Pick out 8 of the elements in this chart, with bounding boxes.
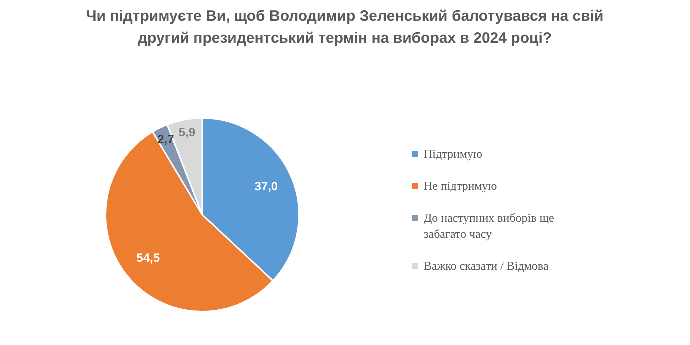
legend-label: До наступних виборів ще забагато часу bbox=[424, 210, 556, 242]
legend-label: Не підтримую bbox=[424, 178, 498, 194]
legend-label: Підтримую bbox=[424, 146, 482, 162]
data-label: 5,9 bbox=[178, 126, 196, 140]
chart-title: Чи підтримуєте Ви, щоб Володимир Зеленський балотувався на свій другий президентський термін на виборах в 2024 році? bbox=[85, 7, 605, 49]
data-label: 37,0 bbox=[254, 180, 278, 194]
legend-label: Важко сказати / Відмова bbox=[424, 258, 549, 274]
data-label: 54,5 bbox=[136, 251, 160, 266]
